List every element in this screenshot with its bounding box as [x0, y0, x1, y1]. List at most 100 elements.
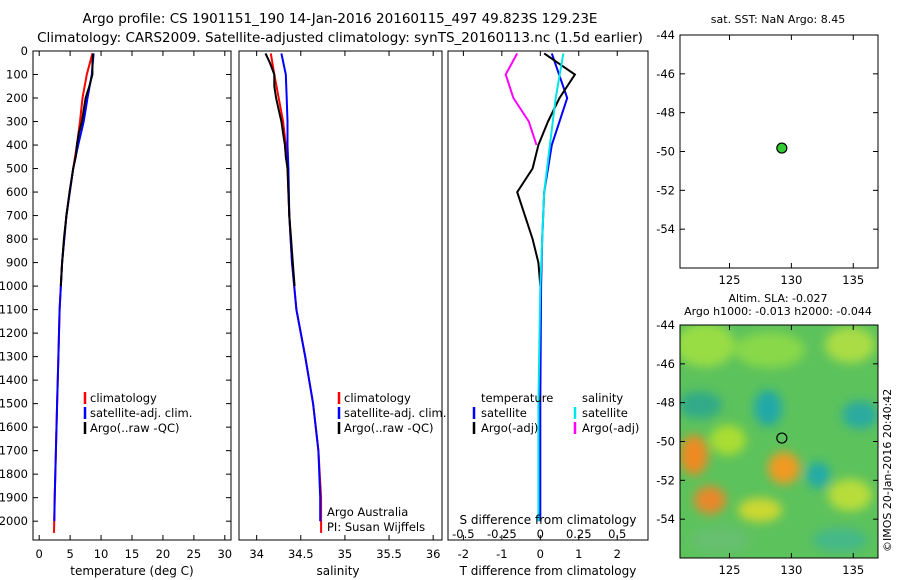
x-tick-label: 34 — [249, 547, 264, 561]
series-line-argo-raw-qc- — [59, 53, 94, 287]
legend-label-satellite: satellite-adj. clim. — [344, 406, 446, 420]
series-line-argo-adj- — [516, 52, 577, 287]
difference-panel: -2 -1 0 1 2 -0.5 -0.25 0 0.25 0.5 S difference f… — [447, 50, 649, 578]
sla-blob — [768, 452, 800, 484]
sla-blob — [680, 325, 735, 367]
sst-map-points — [776, 142, 788, 154]
x-tick-label: -2 — [458, 547, 469, 561]
sla-map-points — [776, 432, 788, 444]
sla-blob — [710, 425, 746, 455]
legend-header-salinity: salinity — [582, 391, 623, 405]
temperature-xlabel: temperature (deg C) — [70, 564, 193, 578]
y-tick-label: -48 — [656, 396, 675, 410]
x-tick-label: 125 — [719, 563, 741, 577]
x-tick-label-top: 0 — [537, 527, 544, 541]
y-tick-label: -52 — [656, 183, 675, 197]
pi-annotation: PI: Susan Wijffels — [327, 520, 425, 534]
x-tick-label: 36 — [426, 547, 441, 561]
legend-label-s-argo: Argo(-adj) — [582, 421, 639, 435]
sla-blob — [680, 435, 708, 475]
x-tick-label-top: 0.25 — [566, 527, 592, 541]
difference-legend: temperature salinity satellite Argo(-adj… — [472, 391, 639, 435]
sla-heatmap — [680, 325, 878, 558]
y-tick-label: -50 — [656, 435, 675, 449]
y-tick-label: 1600 — [0, 420, 28, 434]
sla-blob — [754, 390, 782, 426]
x-tick-label: 35.5 — [376, 547, 402, 561]
salinity-xlabel: salinity — [316, 564, 359, 578]
y-tick-label: -46 — [656, 357, 675, 371]
y-tick-label: 600 — [6, 185, 28, 199]
y-tick-label: 900 — [6, 256, 28, 270]
x-tick-label-top: 0.5 — [608, 527, 626, 541]
s-difference-xlabel: S difference from climatology — [460, 513, 637, 527]
depth-ticks: 0 100 200 300 400 500 600 700 800 900 1000 1100 1200… — [0, 44, 648, 528]
sla-map-title: Altim. SLA: -0.027 — [728, 292, 827, 305]
x-tick-label-top: -0.25 — [487, 527, 517, 541]
salinity-series — [264, 52, 323, 533]
x-tick-label: 135 — [842, 563, 864, 577]
y-tick-label: 1400 — [0, 373, 28, 387]
sla-map-subtitle: Argo h1000: -0.013 h2000: -0.044 — [684, 305, 872, 318]
x-tick-label: 5 — [66, 547, 73, 561]
t-difference-xlabel: T difference from climatology — [459, 564, 637, 578]
sla-blob — [680, 391, 722, 419]
sla-blob — [694, 486, 726, 514]
argo-location-marker — [776, 142, 788, 154]
difference-series — [504, 52, 577, 522]
x-tick-label: 2 — [614, 547, 621, 561]
x-tick-label: 34.5 — [288, 547, 314, 561]
sla-map-panel: Altim. SLA: -0.027 Argo h1000: -0.013 h2… — [656, 292, 894, 577]
temperature-panel: 0100200300400500600700800900100011001200… — [0, 44, 648, 578]
x-tick-label-top: -0.5 — [452, 527, 474, 541]
series-line-satellite — [537, 53, 565, 522]
difference-plot-frame — [447, 50, 649, 541]
y-tick-label: -50 — [656, 145, 675, 159]
copyright-label: ©IMOS 20-Jan-2016 20:40:42 — [881, 389, 894, 552]
sla-blob — [828, 479, 872, 511]
y-tick-label: 200 — [6, 91, 28, 105]
y-tick-label: -48 — [656, 106, 675, 120]
x-tick-label: 1 — [575, 547, 582, 561]
argo-location-marker — [776, 432, 788, 444]
y-tick-label: 1200 — [0, 326, 28, 340]
temperature-series — [53, 53, 95, 533]
legend-label-t-satellite: satellite — [481, 406, 527, 420]
figure-subtitle: Climatology: CARS2009. Satellite-adjuste… — [37, 30, 643, 46]
y-tick-label: 300 — [6, 115, 28, 129]
x-tick-label: 125 — [719, 273, 741, 287]
x-tick-label: 25 — [187, 547, 202, 561]
x-tick-label: 30 — [217, 547, 232, 561]
y-tick-label: 700 — [6, 209, 28, 223]
sla-blob — [812, 528, 868, 552]
legend-label-t-argo: Argo(-adj) — [481, 421, 538, 435]
legend-label-s-satellite: satellite — [582, 406, 628, 420]
sst-map-ticks: 125 130 135 -44 -46 -48 -50 -52 -54 — [656, 28, 878, 287]
figure-title: Argo profile: CS 1901151_190 14-Jan-2016… — [83, 11, 598, 27]
sla-blob — [825, 327, 875, 363]
y-tick-label: -46 — [656, 67, 675, 81]
y-tick-label: 500 — [6, 162, 28, 176]
series-line-argo-adj- — [504, 52, 538, 146]
temperature-x-ticks: 0 5 10 15 20 25 30 — [36, 51, 232, 561]
x-tick-label: 10 — [94, 547, 109, 561]
y-tick-label: 400 — [6, 138, 28, 152]
x-tick-label: 0 — [537, 547, 544, 561]
x-tick-label: 15 — [125, 547, 140, 561]
s-difference-x-ticks: -0.5 -0.25 0 0.25 0.5 — [452, 527, 626, 541]
temperature-legend: climatology satellite-adj. clim. Argo(..… — [83, 391, 192, 435]
y-tick-label: 1000 — [0, 279, 28, 293]
legend-label-climatology: climatology — [90, 391, 157, 405]
y-tick-label: 100 — [6, 68, 28, 82]
salinity-legend: climatology satellite-adj. clim. Argo(..… — [337, 391, 446, 435]
sla-blob — [738, 498, 782, 522]
x-tick-label: 130 — [780, 563, 802, 577]
x-tick-label: 35 — [338, 547, 353, 561]
sla-blob — [806, 462, 830, 488]
sla-blob — [690, 526, 750, 554]
x-tick-label: 130 — [780, 273, 802, 287]
y-tick-label: 2000 — [0, 514, 28, 528]
institution-annotation: Argo Australia — [327, 505, 408, 519]
y-tick-label: 1100 — [0, 303, 28, 317]
